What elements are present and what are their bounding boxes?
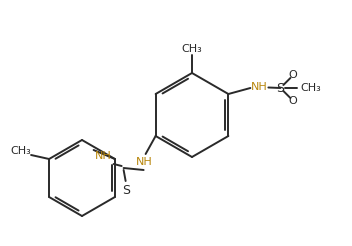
Text: O: O — [288, 70, 297, 80]
Text: S: S — [276, 81, 284, 94]
Text: NH: NH — [95, 151, 112, 161]
Text: O: O — [288, 96, 297, 106]
Text: CH₃: CH₃ — [11, 146, 31, 156]
Text: NH: NH — [136, 157, 153, 167]
Text: CH₃: CH₃ — [182, 44, 202, 54]
Text: CH₃: CH₃ — [300, 83, 321, 93]
Text: S: S — [122, 184, 130, 197]
Text: NH: NH — [251, 82, 268, 92]
